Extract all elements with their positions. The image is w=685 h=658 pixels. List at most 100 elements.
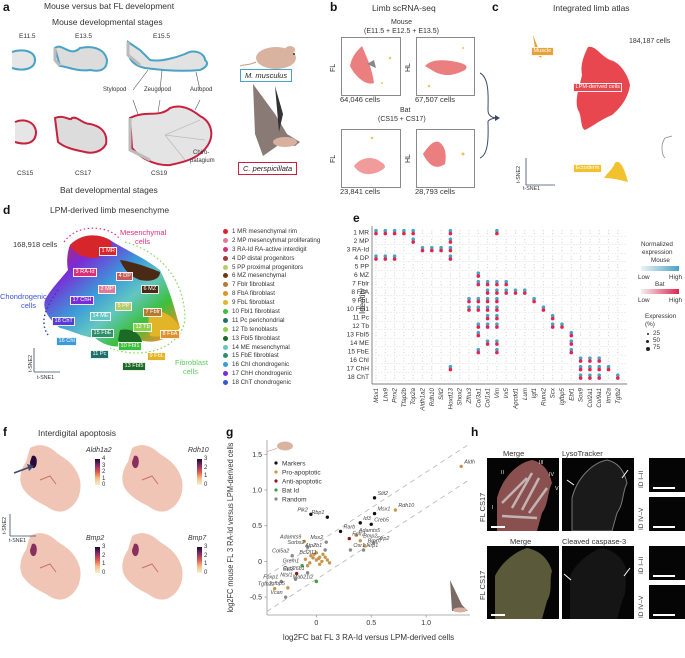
- identity-label: 12 Tb: [352, 323, 369, 330]
- dot-mouse: [514, 272, 517, 274]
- dot-mouse: [375, 281, 377, 283]
- dot-mouse: [589, 247, 591, 249]
- identity-label: 16 ChI: [350, 357, 370, 364]
- dot-mouse: [403, 323, 405, 325]
- gene-label: Zfhx3: [466, 387, 473, 404]
- dot-mouse: [430, 245, 434, 250]
- dot-mouse: [607, 238, 610, 240]
- dot-mouse: [598, 315, 600, 317]
- dot-bat: [468, 377, 470, 379]
- dot-bat: [384, 241, 386, 243]
- dot-bat: [449, 343, 451, 345]
- data-point: [338, 529, 343, 534]
- dot-bat: [552, 250, 554, 252]
- dot-bat: [485, 299, 490, 304]
- dot-mouse: [431, 298, 433, 300]
- dot-bat: [449, 301, 451, 303]
- dot-mouse: [550, 313, 555, 318]
- dot-bat: [440, 309, 442, 311]
- colorbar-tick: 2: [204, 552, 208, 559]
- dot-mouse: [570, 272, 572, 274]
- dot-bat: [412, 250, 414, 252]
- row-label-bottom: FL CS17: [478, 570, 487, 600]
- dot-bat: [514, 360, 517, 362]
- dot-bat: [440, 233, 442, 235]
- dot-mouse: [524, 366, 526, 368]
- dot-mouse: [477, 340, 479, 342]
- arrow-icon: [13, 464, 34, 474]
- dot-bat: [607, 258, 610, 260]
- dot-mouse: [468, 281, 470, 283]
- dot-bat: [459, 360, 461, 362]
- legend-swatch: [223, 353, 228, 359]
- dot-mouse: [542, 323, 544, 325]
- dot-mouse: [476, 347, 481, 352]
- feature-map-rdh10: [112, 440, 192, 525]
- dot-mouse: [375, 357, 377, 359]
- dot-bat: [421, 318, 424, 320]
- dot-bat: [598, 241, 600, 243]
- dot-mouse: [383, 254, 388, 258]
- dot-mouse: [431, 230, 433, 232]
- legend-label: 12 Tb tenoblasts: [232, 325, 278, 333]
- dot-mouse: [468, 289, 470, 291]
- dot-mouse: [607, 289, 610, 291]
- dot-mouse: [561, 264, 563, 266]
- axis-y-label: t-SNE2: [28, 354, 34, 372]
- dot-bat: [375, 309, 377, 311]
- dot-bat: [384, 250, 386, 252]
- dot-bat: [430, 248, 434, 253]
- digit-label: V: [555, 486, 559, 492]
- dot-mouse: [449, 264, 451, 266]
- dot-mouse: [505, 332, 507, 334]
- dot-bat: [487, 335, 489, 337]
- dot-mouse: [431, 272, 433, 274]
- colorbar-tick: 2: [204, 464, 208, 471]
- dot-bat: [459, 369, 461, 371]
- dot-mouse: [431, 323, 433, 325]
- dot-mouse: [569, 330, 574, 335]
- group-chondrogenic-1: Chondrogenic: [0, 292, 47, 301]
- dot-mouse: [505, 272, 507, 274]
- dot-mouse: [394, 306, 396, 308]
- dot-mouse: [597, 356, 601, 360]
- bat-hl-tsne: [416, 129, 475, 188]
- dot-bat: [524, 275, 526, 277]
- dot-mouse: [578, 364, 583, 369]
- dot-mouse: [495, 279, 499, 284]
- y-tick-label: 0.5: [252, 523, 262, 530]
- dot-mouse: [607, 340, 610, 342]
- legend-high: High: [669, 297, 682, 304]
- legend-label: Bat Id: [282, 487, 299, 494]
- dot-bat: [440, 275, 442, 277]
- dot-mouse: [394, 289, 396, 291]
- dot-bat: [384, 309, 386, 311]
- dot-mouse: [570, 281, 572, 283]
- dot-mouse: [542, 255, 544, 257]
- dot-mouse: [487, 357, 489, 359]
- dot-bat: [569, 333, 574, 338]
- feature-map-bmp2: [10, 528, 90, 613]
- dot-mouse: [598, 247, 600, 249]
- dot-bat: [468, 352, 470, 354]
- dot-bat: [598, 318, 600, 320]
- legend-item: 14 ME mesenchymal: [223, 343, 320, 352]
- dot-bat: [589, 335, 591, 337]
- dot-mouse: [561, 298, 563, 300]
- dot-bat: [514, 309, 517, 311]
- dot-bat: [403, 250, 405, 252]
- dot-mouse: [485, 322, 490, 326]
- hl-label: HL: [405, 63, 412, 72]
- dot-mouse: [375, 366, 377, 368]
- dot-bat: [514, 343, 517, 345]
- bat-stages-title: Bat developmental stages: [60, 185, 158, 195]
- dot-bat: [431, 318, 433, 320]
- colorbar: [95, 459, 100, 485]
- dot-bat: [375, 343, 377, 345]
- dot-mouse: [607, 264, 610, 266]
- dot-mouse: [524, 264, 526, 266]
- dot-mouse: [561, 255, 563, 257]
- caspase-image: [562, 546, 634, 619]
- dot-mouse: [514, 315, 517, 317]
- dot-bat: [477, 377, 479, 379]
